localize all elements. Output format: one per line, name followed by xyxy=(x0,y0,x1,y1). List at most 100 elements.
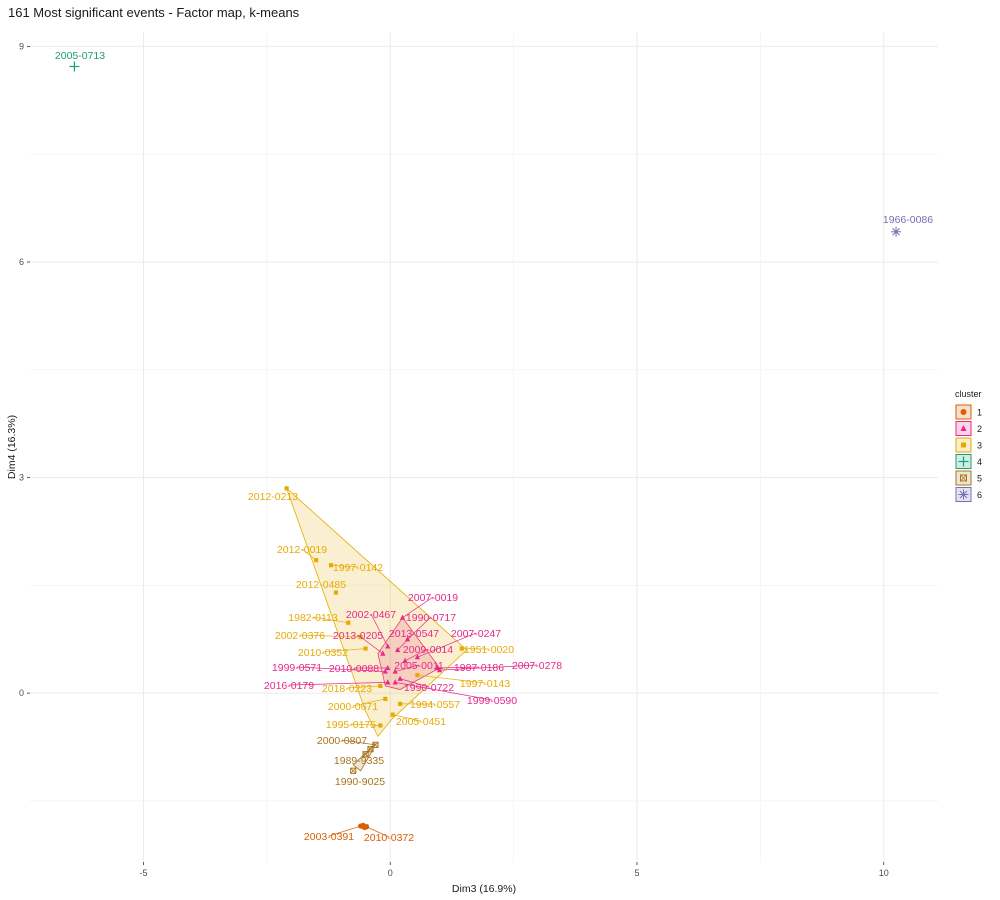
point-label: 1990-0717 xyxy=(406,612,456,624)
point-marker xyxy=(414,654,420,660)
point-marker xyxy=(404,636,411,642)
point-label: 1994-0557 xyxy=(410,699,460,711)
label-leader-line xyxy=(350,723,381,726)
legend-marker xyxy=(960,474,967,482)
point-marker xyxy=(402,657,408,663)
point-marker xyxy=(385,664,391,671)
point-marker xyxy=(69,61,80,72)
grid xyxy=(30,32,938,862)
point-marker xyxy=(436,667,443,673)
legend-label: 1 xyxy=(977,408,982,418)
legend-label: 2 xyxy=(977,424,982,434)
label-leader-line xyxy=(330,564,359,568)
point-label: 2002-0467 xyxy=(346,609,396,621)
cluster-hulls xyxy=(286,488,468,829)
point-label: 2005-0011 xyxy=(394,660,444,672)
label-leader-line xyxy=(395,682,493,701)
point-label: 1997-0143 xyxy=(460,678,510,690)
point-label: 1990-9025 xyxy=(335,776,385,788)
label-leader-line xyxy=(417,674,486,684)
axes: -5 0 5 10 0 3 6 9 Dim3 (16.9%) Dim4 (16.3%) xyxy=(6,41,889,895)
label-leader-line xyxy=(346,685,381,689)
point-labels: 2003-0391 2010-0372 2007-0019 2002-0467 1990… xyxy=(55,50,933,844)
legend-key-1 xyxy=(955,404,972,420)
point-marker xyxy=(397,675,403,681)
legend-key-5 xyxy=(955,470,972,486)
chart-title: 161 Most significant events - Factor map… xyxy=(8,5,300,20)
x-tick-label: 5 xyxy=(634,868,639,878)
point-label: 1997-0142 xyxy=(333,562,383,574)
legend-label: 6 xyxy=(977,490,982,500)
legend-label: 3 xyxy=(977,441,982,451)
legend-marker xyxy=(958,456,969,467)
point-marker xyxy=(380,650,386,656)
legend-key-6 xyxy=(955,487,972,502)
point-marker xyxy=(891,226,902,237)
y-tick-label: 9 xyxy=(19,41,24,51)
point-marker xyxy=(378,723,383,728)
point-marker xyxy=(284,486,289,491)
marker-stroke xyxy=(350,767,357,774)
cluster-points xyxy=(69,61,902,831)
label-leader-line xyxy=(296,666,386,672)
point-label: 1990-0722 xyxy=(404,682,454,694)
point-marker xyxy=(372,741,379,748)
label-leader-line xyxy=(404,648,429,662)
point-marker xyxy=(434,664,440,671)
legend-title: cluster xyxy=(955,389,982,399)
label-leader-line xyxy=(341,739,376,746)
marker-stroke xyxy=(960,474,967,482)
label-leader-line xyxy=(439,664,538,671)
y-tick-label: 0 xyxy=(19,688,24,698)
x-axis-title: Dim3 (16.9%) xyxy=(452,883,516,895)
x-tick-label: 10 xyxy=(879,868,889,878)
cluster-hull-2 xyxy=(377,616,441,690)
label-leader-line xyxy=(400,678,430,688)
point-label: 2010-0352 xyxy=(298,647,348,659)
point-marker xyxy=(350,767,357,774)
point-label: 2012-0485 xyxy=(296,579,346,591)
label-leader-line xyxy=(322,648,366,653)
label-leader-line xyxy=(301,548,317,561)
label-leader-line xyxy=(417,632,477,658)
label-leader-line xyxy=(366,826,390,838)
legend-label: 4 xyxy=(977,457,982,467)
point-label: 2000-0807 xyxy=(317,735,367,747)
marker-stroke xyxy=(372,741,379,748)
label-leader-line xyxy=(395,664,420,672)
marker-stroke xyxy=(959,490,968,499)
point-marker xyxy=(385,679,391,685)
point-label: 1999-0571 xyxy=(272,662,322,674)
point-label: 2012-0019 xyxy=(277,544,327,556)
point-label: 1989-9335 xyxy=(334,755,384,767)
point-label: 2009-0014 xyxy=(403,644,453,656)
point-marker xyxy=(361,824,368,831)
label-leader-line xyxy=(397,632,415,651)
label-leader-line xyxy=(328,825,361,837)
x-tick-label: -5 xyxy=(139,868,147,878)
point-marker xyxy=(392,679,398,685)
point-label: 1995-0175 xyxy=(326,719,376,731)
legend: cluster 1 2 3 4 5 6 xyxy=(955,389,982,502)
point-label: 2013-0547 xyxy=(389,628,439,640)
label-leader-line xyxy=(288,681,388,686)
marker-stroke xyxy=(362,751,369,758)
legend-key-3 xyxy=(955,437,972,453)
label-leader-line xyxy=(392,714,422,722)
point-label: 2010-0372 xyxy=(364,832,414,844)
label-leader-line xyxy=(299,634,361,638)
point-label: 2016-0179 xyxy=(264,680,314,692)
marker-stroke xyxy=(362,751,369,758)
point-marker xyxy=(367,746,374,753)
point-label: 1999-0590 xyxy=(467,695,517,707)
point-marker xyxy=(392,668,398,674)
y-axis-title: Dim4 (16.3%) xyxy=(6,415,18,479)
point-label: 2010-0088 xyxy=(329,663,379,675)
marker-stroke xyxy=(367,746,374,753)
point-marker xyxy=(399,614,406,620)
point-label: 2000-0671 xyxy=(328,701,378,713)
point-marker xyxy=(314,558,319,563)
point-marker xyxy=(362,751,369,758)
point-label: 2012-0213 xyxy=(248,491,298,503)
